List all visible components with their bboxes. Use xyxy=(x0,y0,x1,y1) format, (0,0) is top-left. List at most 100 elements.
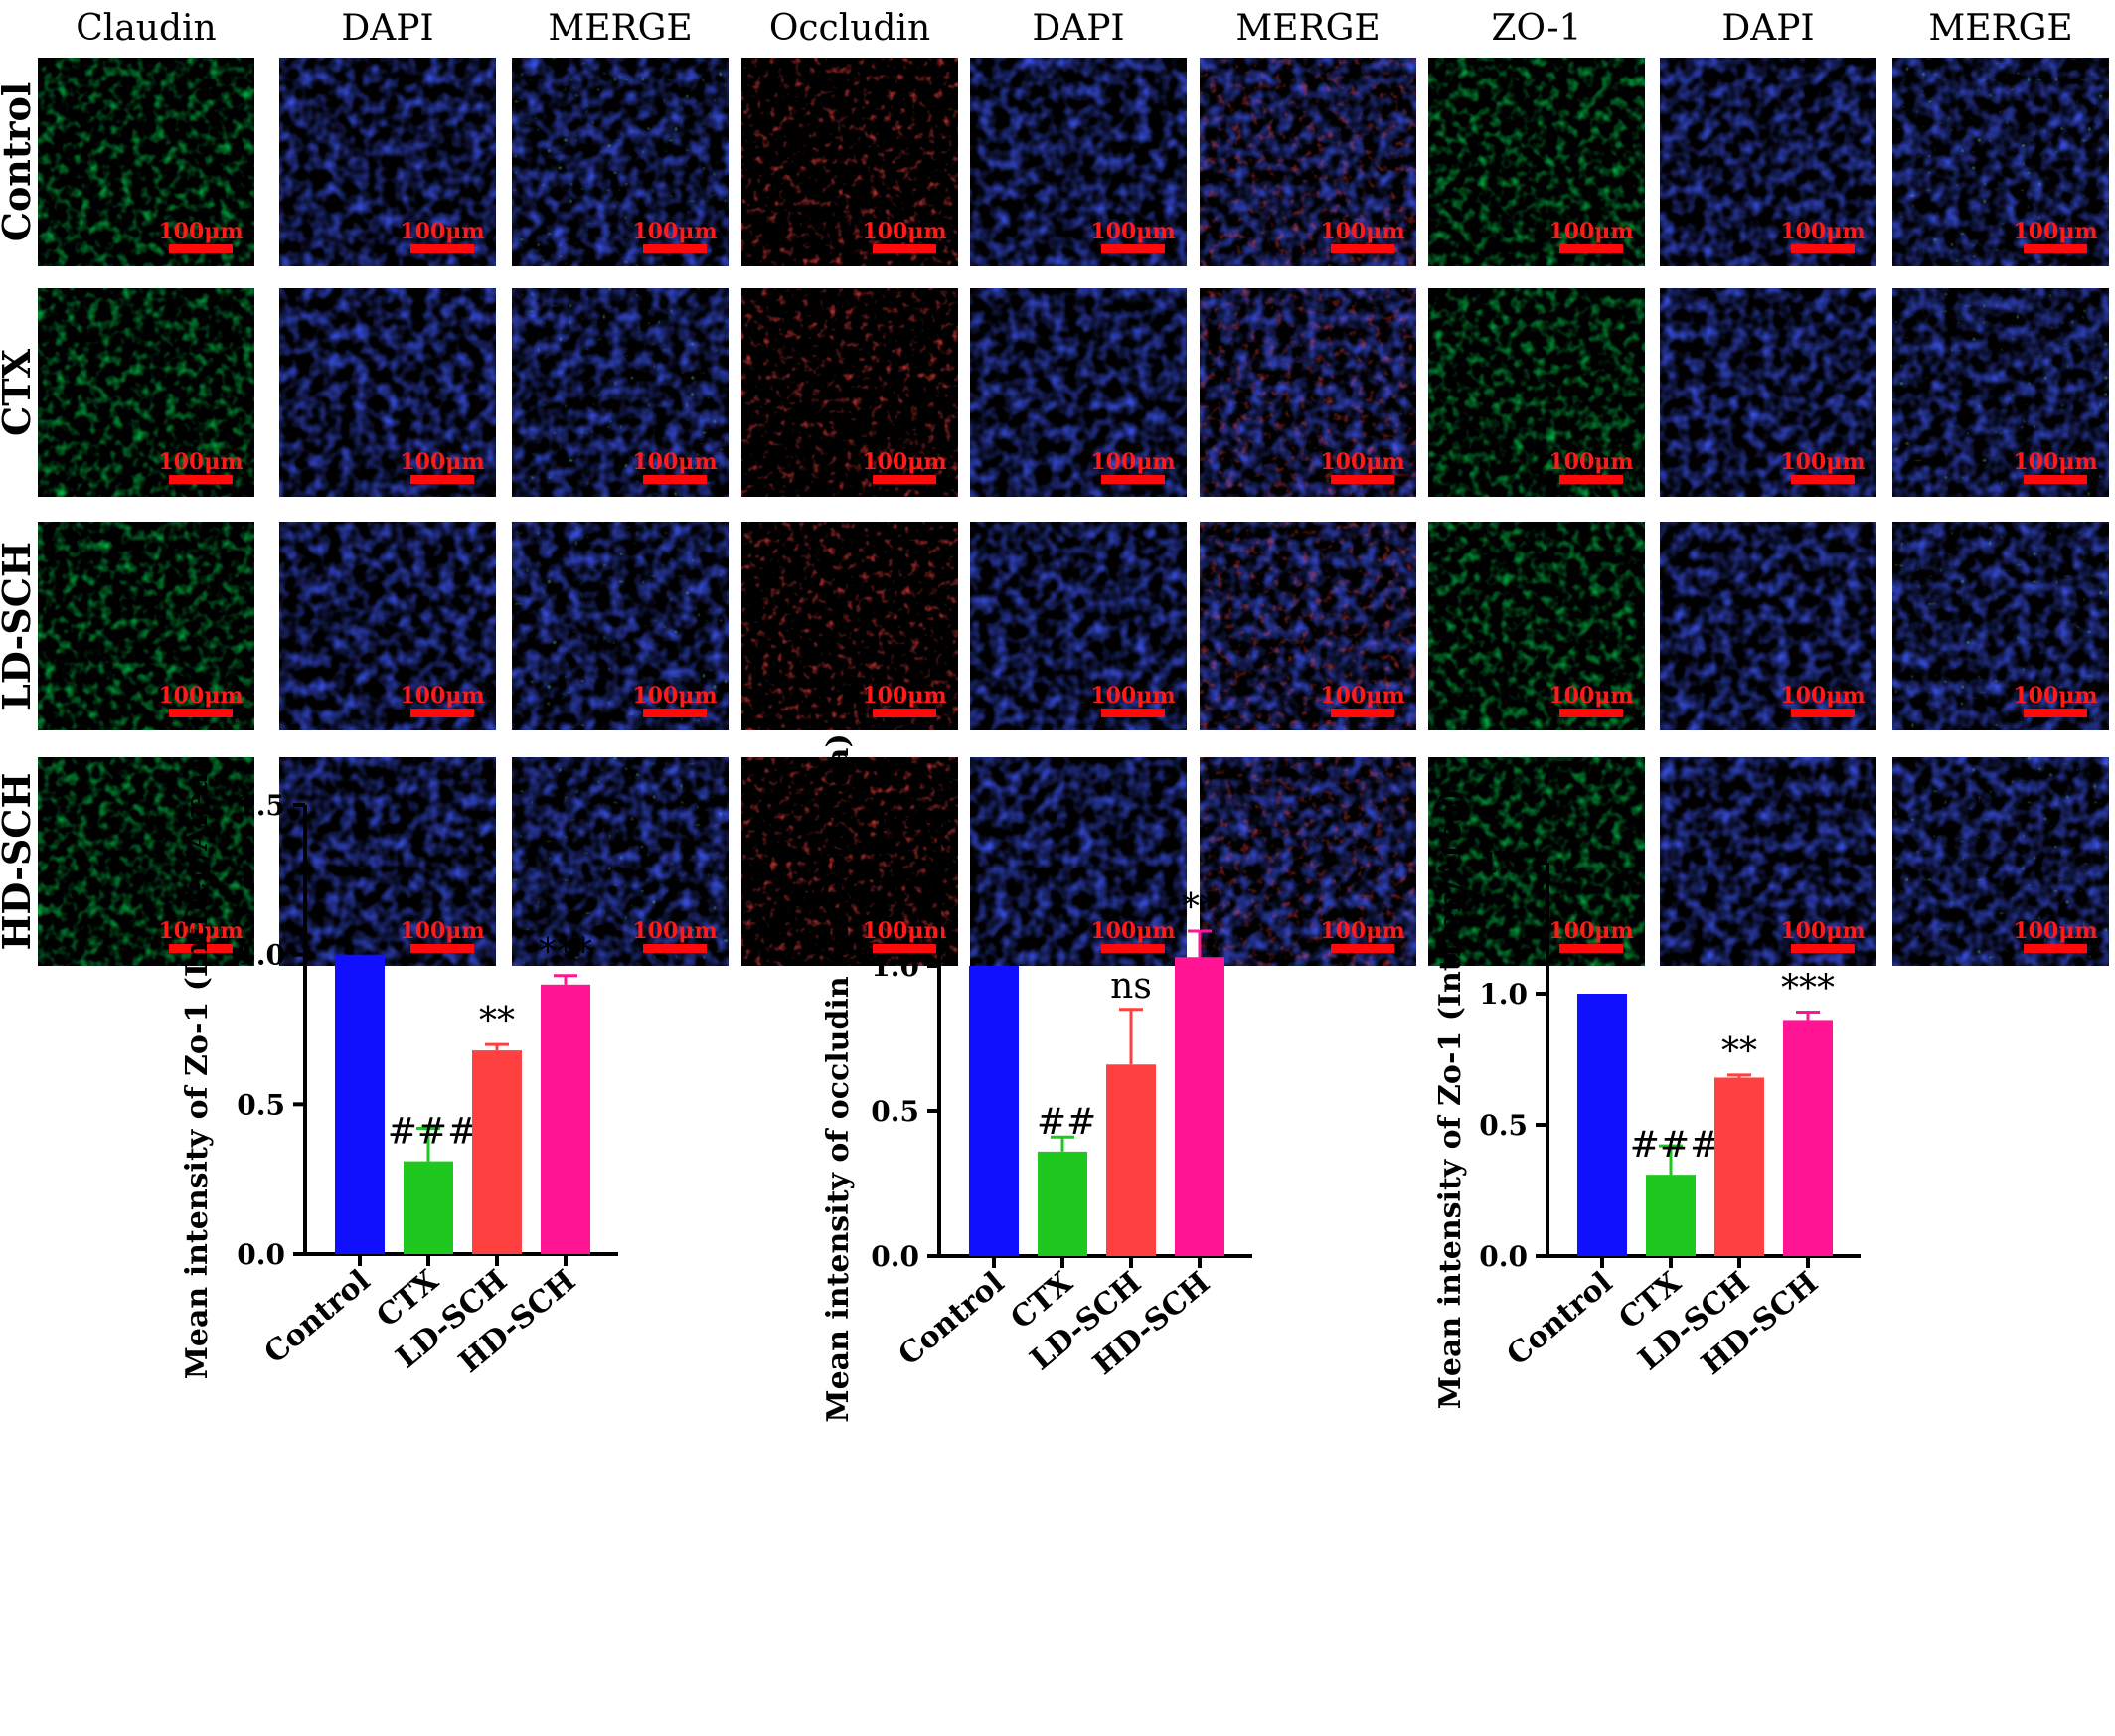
significance-hd-sch: *** xyxy=(539,932,592,973)
scale-bar-label: 100μm xyxy=(1780,449,1865,475)
scale-bar-label: 100μm xyxy=(158,449,243,475)
scale-bar-label: 100μm xyxy=(1090,449,1175,475)
scale-bar-label: 100μm xyxy=(400,219,484,244)
scale-bar-label: 100μm xyxy=(1320,918,1404,944)
panel-ld-sch-merge-8: 100μm xyxy=(1892,522,2109,730)
y-tick-label: 0.0 xyxy=(237,1238,285,1271)
scale-bar xyxy=(1331,709,1394,717)
panel-control-dapi-7: 100μm xyxy=(1660,58,1876,266)
scale-bar-label: 100μm xyxy=(2013,918,2097,944)
x-tick-label-control: Control xyxy=(1501,1265,1620,1372)
scale-bar-label: 100μm xyxy=(1780,219,1865,244)
column-header-dapi-4: DAPI xyxy=(1032,8,1124,49)
column-header-dapi-1: DAPI xyxy=(341,8,433,49)
scale-bar xyxy=(1101,944,1165,953)
panel-ld-sch-merge-2: 100μm xyxy=(512,522,729,730)
scale-bar-label: 100μm xyxy=(1780,683,1865,709)
bar-ctx xyxy=(1646,1175,1696,1256)
significance-ctx: ### xyxy=(388,1112,478,1153)
scale-bar-label: 100μm xyxy=(862,449,946,475)
scale-bar-label: 100μm xyxy=(1548,918,1633,944)
panel-ctx-merge-2: 100μm xyxy=(512,288,729,497)
y-axis-label: Mean intensity of Zo-1 (IntDen/Area) xyxy=(1433,789,1468,1410)
bar-hd-sch xyxy=(1783,1020,1833,1256)
y-tick-label: 1.5 xyxy=(871,805,919,838)
scale-bar-label: 100μm xyxy=(632,918,717,944)
panel-hd-sch-merge-5: 100μm xyxy=(1200,757,1416,966)
y-tick-label: 0.5 xyxy=(871,1095,919,1128)
row-label-hd-sch: HD-SCH xyxy=(0,773,39,951)
y-tick-label: 1.0 xyxy=(237,939,285,972)
scale-bar xyxy=(873,244,936,253)
panel-hd-sch-merge-2: 100μm xyxy=(512,757,729,966)
y-tick-label: 1.0 xyxy=(871,950,919,983)
scale-bar xyxy=(169,244,233,253)
scale-bar xyxy=(1101,244,1165,253)
y-tick-label: 0.0 xyxy=(1479,1240,1528,1273)
scale-bar-label: 100μm xyxy=(2013,219,2097,244)
significance-ctx: ### xyxy=(1630,1125,1720,1166)
panel-hd-sch-zo-1-6: 100μm xyxy=(1428,757,1645,966)
scale-bar-label: 100μm xyxy=(632,449,717,475)
scale-bar-label: 100μm xyxy=(2013,449,2097,475)
scale-bar-label: 100μm xyxy=(1548,683,1633,709)
column-header-dapi-7: DAPI xyxy=(1721,8,1814,49)
microscopy-panels: 100μm 100μm 100μm 100μm 100μm 100μm 100μm 100μm… xyxy=(38,58,2109,966)
scale-bar xyxy=(1331,244,1394,253)
scale-bar-label: 100μm xyxy=(862,683,946,709)
scale-bar-label: 100μm xyxy=(400,449,484,475)
scale-bar xyxy=(410,944,474,953)
panel-ld-sch-merge-5: 100μm xyxy=(1200,522,1416,730)
y-tick-label: 1.5 xyxy=(237,789,285,822)
scale-bar xyxy=(1791,475,1855,484)
scale-bar xyxy=(2024,244,2087,253)
scale-bar-label: 100μm xyxy=(1548,449,1633,475)
scale-bar xyxy=(1791,244,1855,253)
panel-hd-sch-dapi-7: 100μm xyxy=(1660,757,1876,966)
scale-bar xyxy=(410,475,474,484)
panel-ctx-dapi-4: 100μm xyxy=(970,288,1187,497)
row-label-ld-sch: LD-SCH xyxy=(0,542,39,710)
panel-control-occludin-3: 100μm xyxy=(741,58,958,266)
bar-ctx xyxy=(1038,1151,1087,1256)
bar-hd-sch xyxy=(1175,957,1224,1256)
scale-bar-label: 100μm xyxy=(1090,219,1175,244)
significance-ld-sch: ** xyxy=(479,1001,515,1041)
scale-bar-label: 100μm xyxy=(1320,449,1404,475)
panel-hd-sch-dapi-1: 100μm xyxy=(279,757,496,966)
scale-bar xyxy=(1559,709,1623,717)
scale-bar xyxy=(410,244,474,253)
panel-control-zo-1-6: 100μm xyxy=(1428,58,1645,266)
scale-bar-label: 100μm xyxy=(1548,219,1633,244)
scale-bar-label: 100μm xyxy=(632,219,717,244)
y-axis-label: Mean intensity of occludin (IntDen/Area) xyxy=(821,733,856,1422)
x-tick-label-control: Control xyxy=(258,1263,378,1370)
panel-control-merge-8: 100μm xyxy=(1892,58,2109,266)
panel-hd-sch-occludin-3: 100μm xyxy=(741,757,958,966)
scale-bar xyxy=(1331,944,1394,953)
significance-ctx: ## xyxy=(1037,1102,1096,1143)
scale-bar xyxy=(1559,475,1623,484)
scale-bar-label: 100μm xyxy=(1090,683,1175,709)
scale-bar xyxy=(643,244,707,253)
bar-hd-sch xyxy=(541,984,590,1254)
y-tick-label: 1.5 xyxy=(1479,847,1528,879)
scale-bar xyxy=(1559,944,1623,953)
column-header-merge-2: MERGE xyxy=(548,8,692,49)
significance-ld-sch: ns xyxy=(1110,966,1152,1007)
panel-ctx-claudin-0: 100μm xyxy=(38,288,254,497)
scale-bar xyxy=(410,709,474,717)
scale-bar-label: 100μm xyxy=(1320,683,1404,709)
x-tick-label-control: Control xyxy=(893,1265,1012,1372)
panel-ld-sch-occludin-3: 100μm xyxy=(741,522,958,730)
panel-ld-sch-claudin-0: 100μm xyxy=(38,522,254,730)
panel-control-dapi-1: 100μm xyxy=(279,58,496,266)
column-headers: Claudin DAPI MERGE Occludin DAPI MERGE ZO-1 DAP… xyxy=(76,8,2072,49)
scale-bar xyxy=(2024,475,2087,484)
scale-bar-label: 100μm xyxy=(632,683,717,709)
panel-hd-sch-claudin-0: 100μm xyxy=(38,757,254,966)
column-header-merge-5: MERGE xyxy=(1235,8,1380,49)
y-axis-label: Mean intensity of Zo-1 (IntDen/Area) xyxy=(180,759,215,1380)
